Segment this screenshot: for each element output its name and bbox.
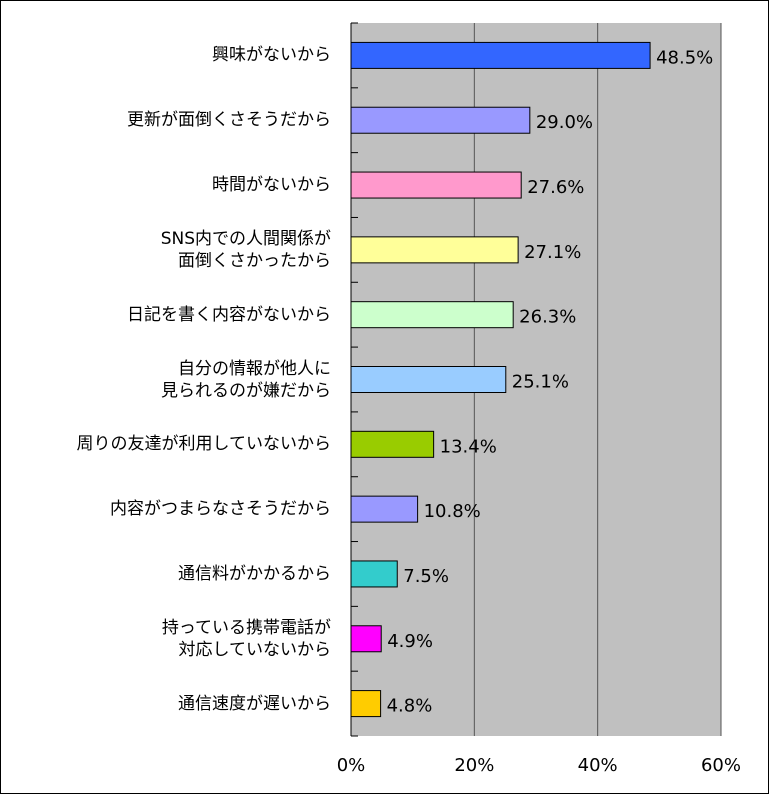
value-label: 26.3% <box>519 307 576 328</box>
category-label: 日記を書く内容がないから <box>127 304 331 325</box>
value-label: 7.5% <box>403 566 449 587</box>
category-label: 通信速度が遅いから <box>178 693 331 714</box>
value-label: 4.9% <box>387 631 433 652</box>
bar <box>350 625 382 653</box>
x-tick-label: 60% <box>701 755 741 776</box>
value-label: 13.4% <box>440 436 497 457</box>
bar <box>350 430 435 458</box>
bar <box>350 366 507 393</box>
category-label: 周りの友達が利用していないから <box>76 434 332 455</box>
x-tick-label: 40% <box>578 755 618 776</box>
bar <box>350 41 651 69</box>
bar <box>350 106 531 134</box>
bar <box>350 301 514 329</box>
bar <box>350 171 522 199</box>
bar <box>350 236 519 264</box>
category-label: 時間がないから <box>212 175 331 196</box>
category-label: 興味がないから <box>212 45 331 66</box>
value-label: 27.6% <box>527 177 584 198</box>
category-label: SNS内での人間関係が 面倒くさかったから <box>160 228 331 271</box>
value-label: 27.1% <box>524 242 581 263</box>
category-label: 通信料がかかるから <box>178 563 331 584</box>
bar <box>350 560 398 588</box>
bar <box>350 690 382 718</box>
category-label: 更新が面倒くさそうだから <box>127 110 331 131</box>
x-tick-label: 20% <box>454 755 494 776</box>
value-label: 48.5% <box>656 47 713 68</box>
value-label: 25.1% <box>512 372 569 393</box>
category-label: 内容がつまらなさそうだから <box>110 499 331 520</box>
value-label: 10.8% <box>424 501 481 522</box>
value-label: 4.8% <box>387 696 433 717</box>
category-label: 持っている携帯電話が 対応していないから <box>161 617 331 660</box>
category-label: 自分の情報が他人に 見られるのが嫌だから <box>161 358 331 401</box>
bar <box>350 495 419 523</box>
value-label: 29.0% <box>536 112 593 133</box>
x-tick-label: 0% <box>337 755 366 776</box>
